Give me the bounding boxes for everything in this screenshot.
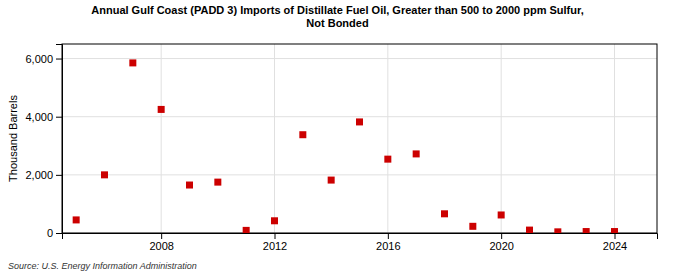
axis-line [56,45,63,234]
plot: 2008 2012 2016 2020 2024 0 2,000 4,000 6,000 [25,44,657,252]
points [73,59,618,233]
x-axis: 2008 2012 2016 2020 2024 [63,233,658,252]
grid-line-y [62,58,657,59]
point [243,227,250,233]
point [413,150,420,157]
tick: 6,000 [25,53,62,65]
axis-line [63,234,658,240]
point [214,179,221,186]
tick-mark [501,233,502,239]
point [328,177,335,184]
grid-line-y [62,116,657,117]
point [299,131,306,138]
point [356,118,363,125]
source: Source: U.S. Energy Information Administ… [8,261,197,271]
tick: 0 [47,227,62,239]
point [441,210,448,217]
point [469,223,476,230]
tick-label: 2020 [489,240,513,252]
tick: 4,000 [25,111,62,123]
tick-label: 2008 [149,240,173,252]
tick-mark [388,233,389,239]
point [271,217,278,224]
tick: 2,000 [25,169,62,181]
tick: 2024 [603,233,627,252]
tick-label: 2024 [603,240,627,252]
tick-mark [275,233,276,239]
tick-label: 2016 [376,240,400,252]
point [498,211,505,218]
title: Annual Gulf Coast (PADD 3) Imports of Di… [91,4,583,29]
y-axis: 0 2,000 4,000 6,000 [25,45,62,240]
point [101,171,108,178]
plot-frame [62,44,657,233]
grid-line-x [387,44,388,233]
point [526,227,533,233]
point [583,228,590,233]
point [611,228,618,233]
grid-line-x [501,44,502,233]
point [384,156,391,163]
tick-mark [56,233,62,234]
tick-label: 2012 [263,240,287,252]
tick-label: 2,000 [25,169,53,181]
tick-label: 6,000 [25,53,53,65]
tick-mark [615,233,616,239]
tick-label: 4,000 [25,111,53,123]
tick: 2008 [149,233,173,252]
grid-line-x [161,44,162,233]
tick-mark [56,59,62,60]
tick: 2012 [263,233,287,252]
grid-line-x [614,44,615,233]
y-axis-title: Thousand Barrels [7,95,19,182]
grid [62,44,657,233]
tick: 2016 [376,233,400,252]
tick-mark [56,117,62,118]
point [186,182,193,189]
grid-line-y [62,174,657,175]
point [554,228,561,233]
point [129,59,136,66]
tick-label: 0 [47,227,53,239]
tick-mark [56,175,62,176]
tick: 2020 [489,233,513,252]
grid-line-x [274,44,275,233]
tick-mark [161,233,162,239]
point [73,216,80,223]
chart: 2008 2012 2016 2020 2024 0 2,000 4,000 6,000 Thou… [0,0,675,275]
point [158,106,165,113]
